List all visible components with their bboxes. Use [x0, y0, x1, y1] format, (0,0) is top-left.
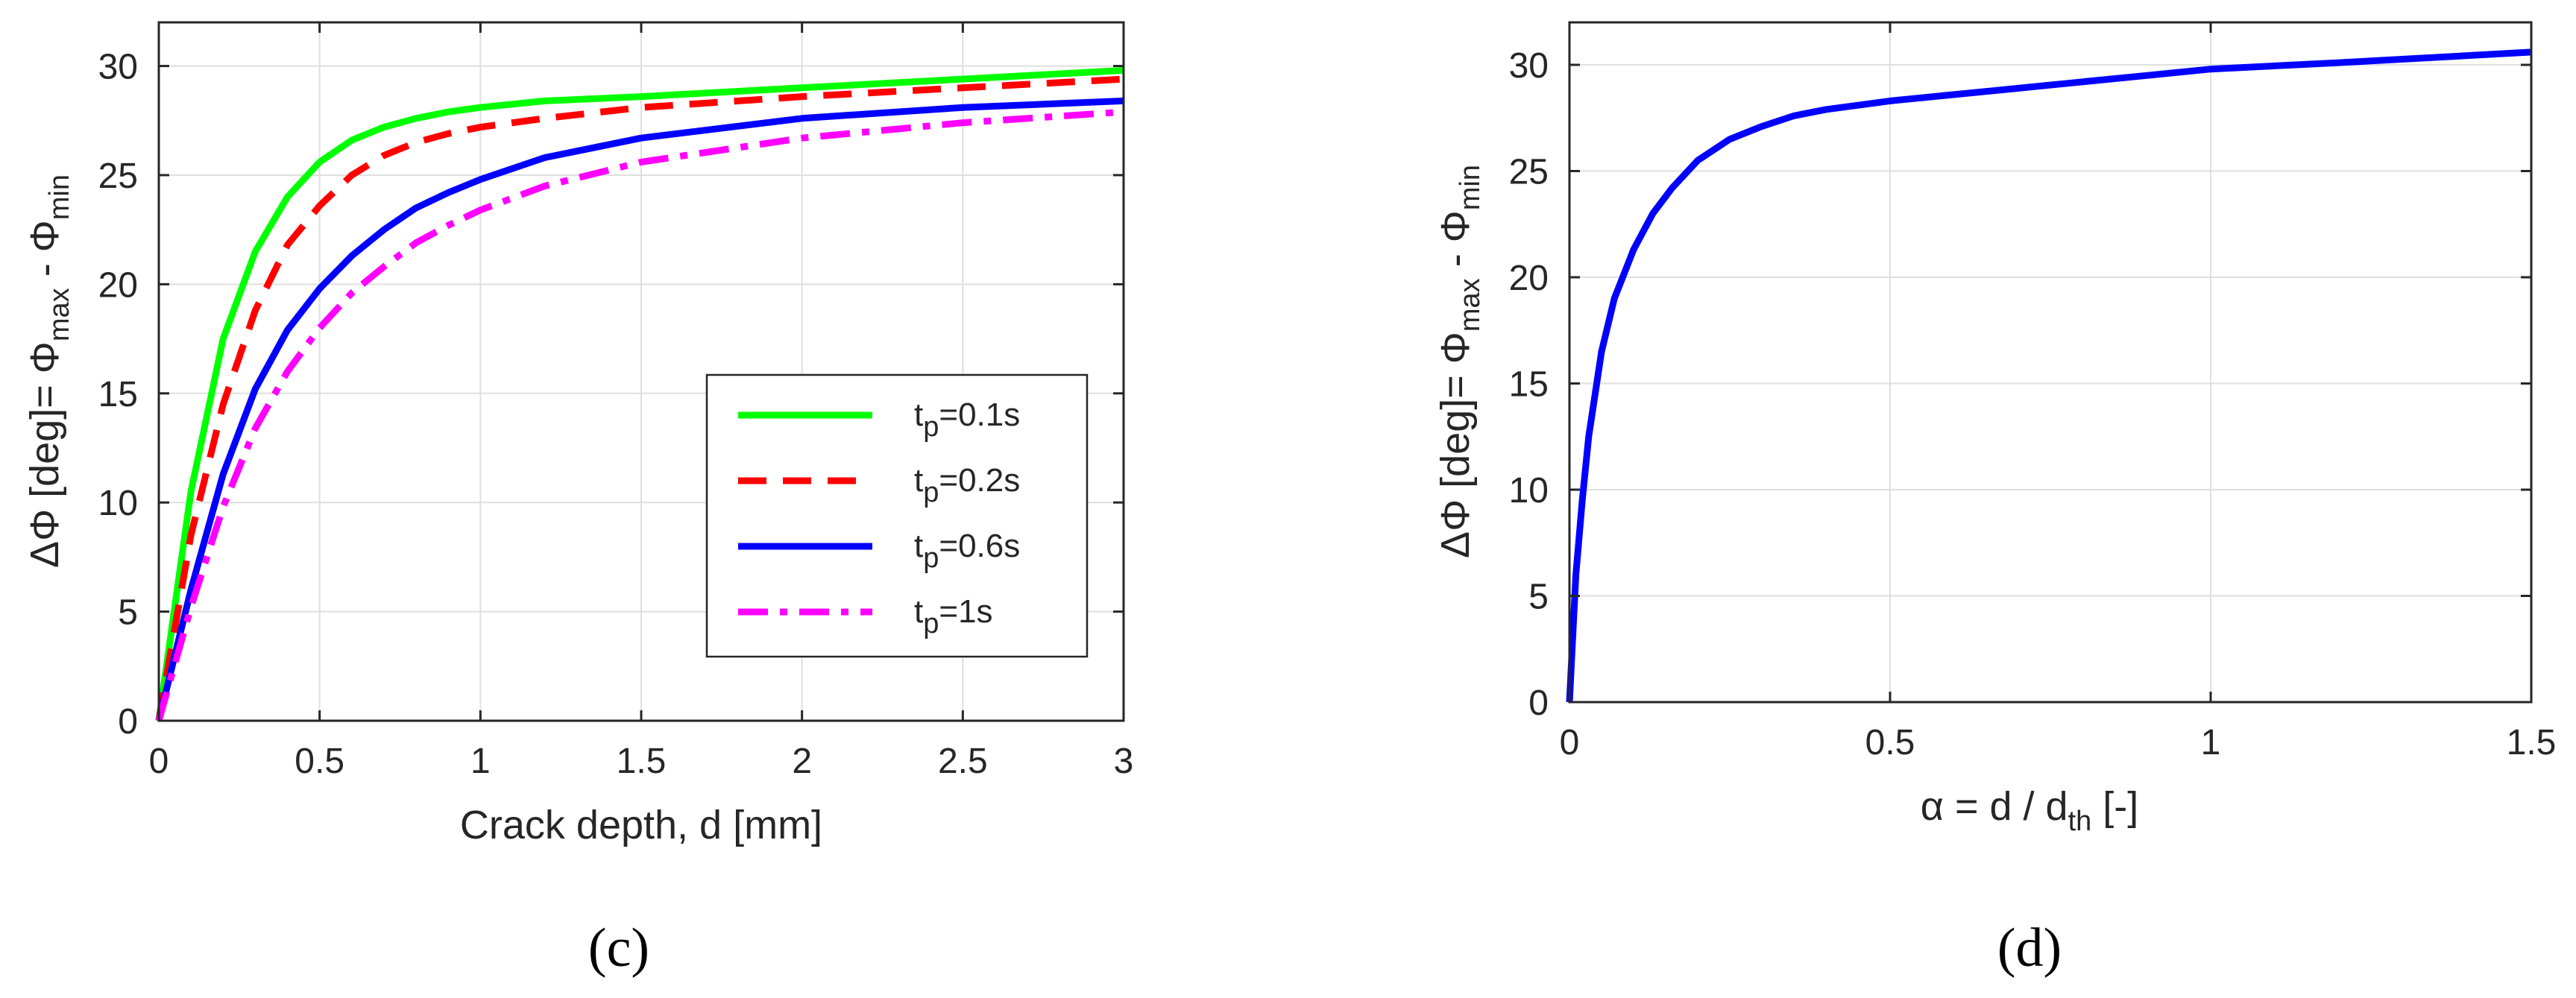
- x-axis-label-c: Crack depth, d [mm]: [460, 803, 822, 847]
- y-tick-label: 25: [1509, 153, 1549, 192]
- grid-lines-d: [1569, 22, 2531, 702]
- y-tick-label: 0: [1528, 683, 1549, 723]
- y-tick-label: 25: [98, 157, 138, 196]
- chart-panel-d: 0 0.5 1 1.5 0 5 10 15 20 25 30 α = d / dth [-] ΔΦ …: [1433, 21, 2557, 979]
- y-tick-label: 5: [118, 593, 138, 633]
- legend-label: tp=0.6s: [914, 528, 1020, 574]
- y-tick-label: 0: [118, 702, 138, 742]
- x-tick-label: 0: [1560, 723, 1580, 762]
- x-tick-label: 0: [149, 742, 169, 781]
- ticks-d: 0 0.5 1 1.5 0 5 10 15 20 25 30: [1509, 22, 2557, 762]
- y-tick-label: 10: [98, 484, 138, 523]
- x-tick-label: 0.5: [295, 742, 344, 781]
- y-tick-label: 5: [1528, 578, 1549, 617]
- x-tick-label: 1: [2201, 723, 2221, 762]
- x-tick-label: 1.5: [617, 742, 667, 781]
- series-line-t-p-1s: [155, 108, 1124, 722]
- x-tick-label: 1: [470, 742, 491, 781]
- x-tick-label: 2: [792, 742, 812, 781]
- caption-d: (d): [1997, 918, 2062, 979]
- y-axis-label-d: ΔΦ [deg]= Φmax - Φmin: [1433, 165, 1486, 558]
- y-tick-label: 15: [98, 375, 138, 414]
- series-line-t-p-0-6s: [155, 97, 1124, 722]
- x-axis-label-d: α = d / dth [-]: [1921, 784, 2139, 837]
- y-tick-label: 30: [98, 48, 138, 87]
- series-line--: [1566, 48, 2532, 703]
- caption-c: (c): [588, 918, 649, 979]
- y-tick-label: 30: [1509, 46, 1549, 86]
- series-line-t-p-0-2s: [155, 75, 1124, 721]
- y-tick-label: 15: [1509, 365, 1549, 405]
- plot-frame-d: [1568, 21, 2533, 704]
- y-tick-label: 10: [1509, 471, 1549, 511]
- legend-label: tp=0.2s: [914, 462, 1020, 508]
- x-tick-label: 0.5: [1865, 723, 1915, 762]
- x-tick-label: 2.5: [938, 742, 988, 781]
- series-group-d: [1566, 48, 2532, 703]
- legend-box: [705, 373, 1089, 658]
- x-tick-label: 3: [1114, 742, 1134, 781]
- series-line-t-p-0-1s: [155, 66, 1124, 721]
- y-axis-label-c: ΔΦ [deg]= Φmax - Φmin: [22, 174, 75, 568]
- legend-label: tp=0.1s: [914, 397, 1020, 443]
- y-tick-label: 20: [1509, 259, 1549, 298]
- y-tick-label: 20: [98, 265, 138, 305]
- legend-label: tp=1s: [914, 593, 993, 639]
- legend-c: tp=0.1s tp=0.2s tp=0.6s tp=1s: [705, 373, 1089, 658]
- series-group-c: [155, 66, 1124, 722]
- x-tick-label: 1.5: [2507, 723, 2557, 762]
